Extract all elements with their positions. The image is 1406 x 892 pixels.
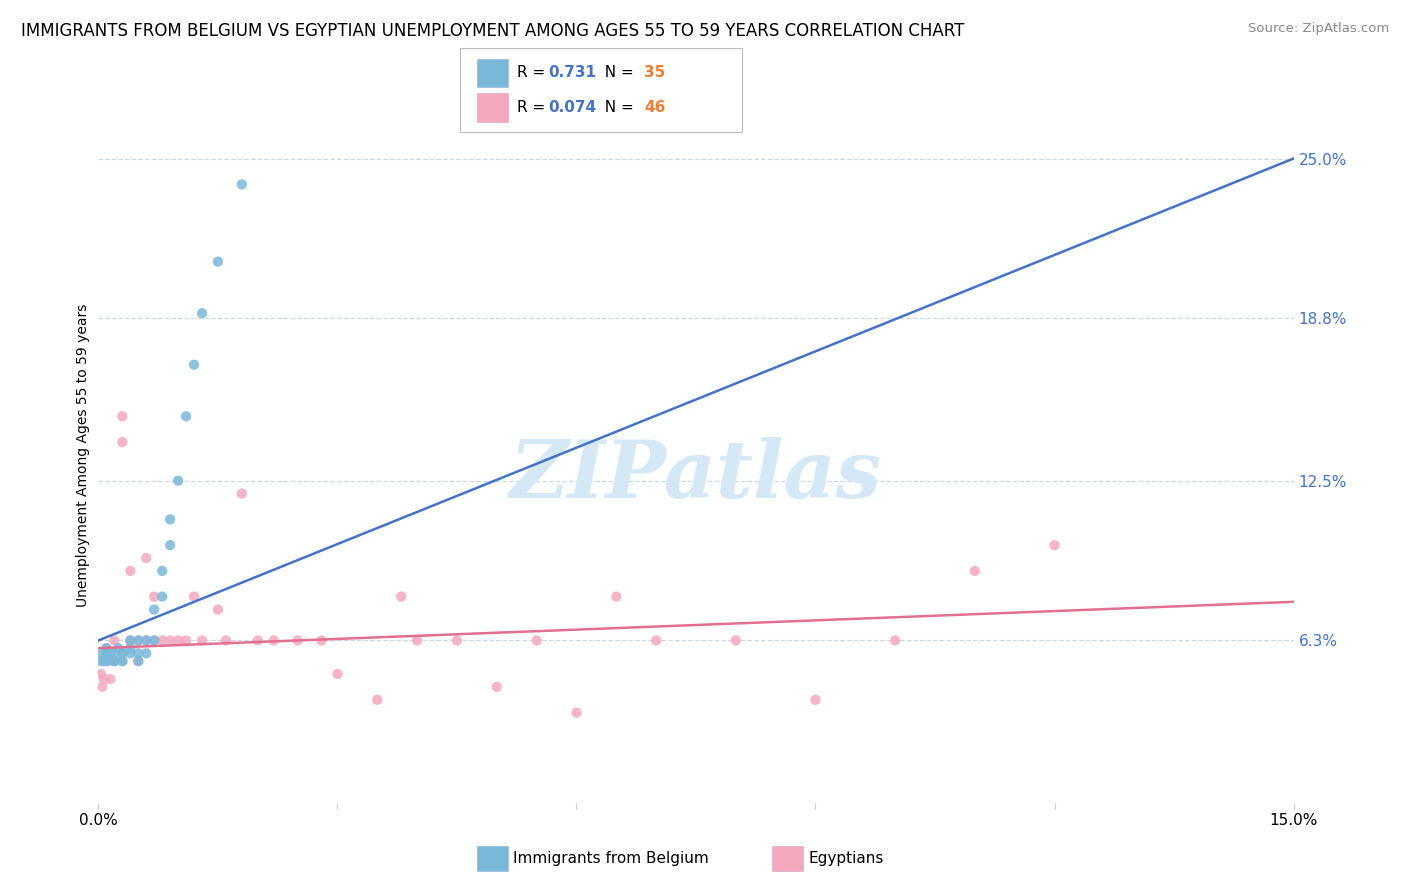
Point xyxy=(93,672,115,686)
Point xyxy=(93,654,115,668)
Point xyxy=(127,633,149,648)
Point xyxy=(103,654,125,668)
Point xyxy=(231,178,253,192)
Point xyxy=(191,633,214,648)
Point xyxy=(884,633,907,648)
Point xyxy=(127,654,149,668)
Point xyxy=(150,590,173,604)
Point xyxy=(167,633,190,648)
Text: R =: R = xyxy=(517,65,551,80)
Point xyxy=(103,654,125,668)
Point xyxy=(159,512,181,526)
Point xyxy=(406,633,429,648)
Point xyxy=(96,641,118,656)
Point xyxy=(167,474,190,488)
Point xyxy=(724,633,747,648)
Point xyxy=(96,641,118,656)
Point xyxy=(96,654,118,668)
Point xyxy=(231,486,253,500)
Point xyxy=(287,633,309,648)
Y-axis label: Unemployment Among Ages 55 to 59 years: Unemployment Among Ages 55 to 59 years xyxy=(76,303,90,607)
Point xyxy=(143,633,166,648)
Text: IMMIGRANTS FROM BELGIUM VS EGYPTIAN UNEMPLOYMENT AMONG AGES 55 TO 59 YEARS CORRE: IMMIGRANTS FROM BELGIUM VS EGYPTIAN UNEM… xyxy=(21,22,965,40)
Point xyxy=(174,633,197,648)
Point xyxy=(446,633,468,648)
Text: 46: 46 xyxy=(644,100,665,115)
Point xyxy=(207,602,229,616)
Point xyxy=(143,590,166,604)
Point xyxy=(526,633,548,648)
Point xyxy=(90,654,112,668)
Point xyxy=(143,602,166,616)
Point xyxy=(111,435,134,450)
Point xyxy=(246,633,269,648)
Point xyxy=(207,254,229,268)
Point xyxy=(111,646,134,660)
Point xyxy=(183,590,205,604)
Point xyxy=(159,538,181,552)
Point xyxy=(120,641,142,656)
Point xyxy=(191,306,214,320)
Point xyxy=(605,590,627,604)
Point xyxy=(135,633,157,648)
Point xyxy=(111,646,134,660)
Point xyxy=(100,646,122,660)
Point xyxy=(91,680,114,694)
Point xyxy=(120,646,142,660)
Point xyxy=(150,564,173,578)
Point xyxy=(565,706,588,720)
Point xyxy=(135,633,157,648)
Point xyxy=(127,646,149,660)
Text: 0.731: 0.731 xyxy=(548,65,596,80)
Point xyxy=(120,633,142,648)
Point xyxy=(645,633,668,648)
Point xyxy=(90,667,112,681)
Point xyxy=(97,654,120,668)
Point xyxy=(107,641,129,656)
Point xyxy=(150,633,173,648)
Point xyxy=(127,633,149,648)
Text: N =: N = xyxy=(595,65,638,80)
Point xyxy=(96,646,118,660)
Text: 0.074: 0.074 xyxy=(548,100,596,115)
Point xyxy=(120,564,142,578)
Point xyxy=(311,633,333,648)
Point xyxy=(103,633,125,648)
Point xyxy=(804,692,827,706)
Text: ZIPatlas: ZIPatlas xyxy=(510,437,882,515)
Point xyxy=(963,564,986,578)
Point xyxy=(135,646,157,660)
Text: Egyptians: Egyptians xyxy=(808,851,884,865)
Point xyxy=(326,667,349,681)
Point xyxy=(111,409,134,424)
Point xyxy=(103,646,125,660)
Point xyxy=(1043,538,1066,552)
Point xyxy=(183,358,205,372)
Point xyxy=(143,633,166,648)
Point xyxy=(135,551,157,566)
Point xyxy=(91,646,114,660)
Point xyxy=(111,654,134,668)
Point xyxy=(389,590,412,604)
Point xyxy=(100,672,122,686)
Point xyxy=(215,633,238,648)
Text: Source: ZipAtlas.com: Source: ZipAtlas.com xyxy=(1249,22,1389,36)
Point xyxy=(263,633,285,648)
Point xyxy=(366,692,388,706)
Point xyxy=(127,654,149,668)
Point xyxy=(120,633,142,648)
Point xyxy=(174,409,197,424)
Text: N =: N = xyxy=(595,100,638,115)
Text: Immigrants from Belgium: Immigrants from Belgium xyxy=(513,851,709,865)
Text: R =: R = xyxy=(517,100,551,115)
Text: 35: 35 xyxy=(644,65,665,80)
Point xyxy=(111,654,134,668)
Point xyxy=(159,633,181,648)
Point xyxy=(103,654,125,668)
Point xyxy=(485,680,508,694)
